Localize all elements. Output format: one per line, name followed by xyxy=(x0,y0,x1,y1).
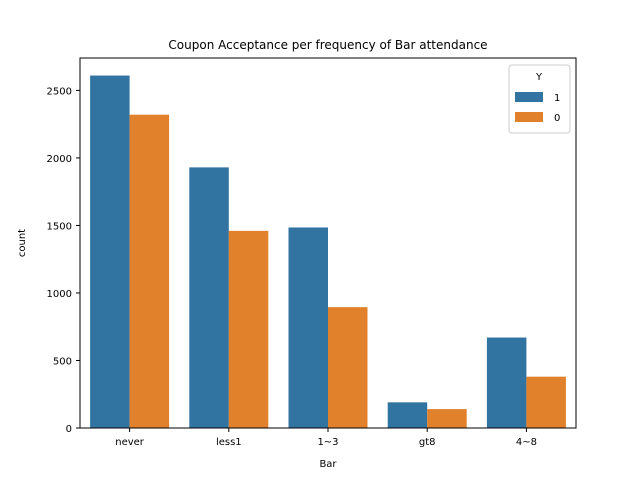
y-tick-label-1000: 1000 xyxy=(47,289,72,300)
x-tick-label-less1: less1 xyxy=(216,437,242,448)
bar-1~3-series-1 xyxy=(288,227,328,428)
bar-less1-series-0 xyxy=(228,230,269,428)
bar-1~3-series-0 xyxy=(328,307,368,428)
bars-layer xyxy=(90,75,566,428)
y-tick-label-500: 500 xyxy=(53,356,72,367)
bar-4~8-series-0 xyxy=(526,376,566,428)
legend-label-series-1: 1 xyxy=(554,93,560,104)
x-tick-label-1~3: 1~3 xyxy=(317,437,338,448)
legend: Y 1 0 xyxy=(508,64,571,134)
x-tick-label-4~8: 4~8 xyxy=(516,437,537,448)
bar-gt8-series-0 xyxy=(427,409,467,428)
plot-frame xyxy=(79,57,577,429)
x-tick-label-never: never xyxy=(115,437,145,448)
bar-never-series-1 xyxy=(90,75,130,428)
y-tick-label-2500: 2500 xyxy=(47,86,72,97)
x-tick-label-gt8: gt8 xyxy=(419,437,436,448)
x-axis-label: Bar xyxy=(319,459,337,470)
chart-title: Coupon Acceptance per frequency of Bar a… xyxy=(168,38,487,52)
y-tick-label-1500: 1500 xyxy=(47,221,72,232)
legend-swatch-series-0 xyxy=(515,112,543,122)
bar-gt8-series-1 xyxy=(387,402,428,428)
legend-label-series-0: 0 xyxy=(554,113,560,124)
bar-never-series-0 xyxy=(129,114,170,428)
y-axis-label: count xyxy=(17,229,28,257)
y-tick-label-0: 0 xyxy=(66,424,72,435)
y-tick-label-2000: 2000 xyxy=(47,154,72,165)
legend-title: Y xyxy=(535,72,543,83)
bar-less1-series-1 xyxy=(189,167,229,428)
legend-swatch-series-1 xyxy=(515,92,543,102)
bar-4~8-series-1 xyxy=(486,337,527,428)
ticks-layer: never less1 1~3 gt8 4~8 0 500 1000 1500 2000 2500 xyxy=(47,86,537,448)
